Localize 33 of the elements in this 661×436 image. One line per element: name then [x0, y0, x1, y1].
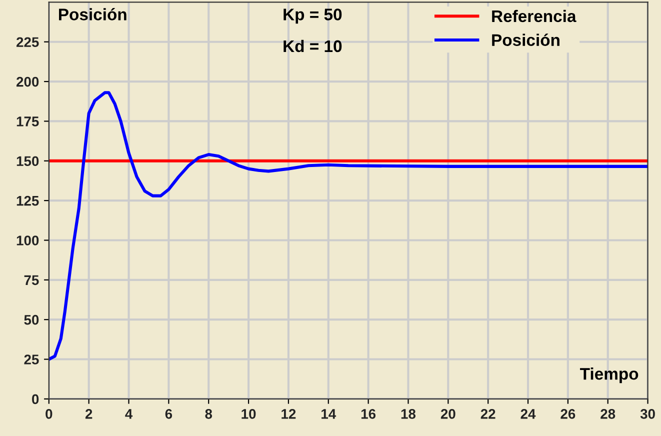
x-tick-label: 2 [85, 409, 92, 419]
annotation: Kd = 10 [284, 40, 342, 52]
x-tick-label: 16 [361, 409, 376, 419]
x-tick-label: 26 [560, 409, 576, 419]
x-tick-label: 22 [480, 409, 496, 419]
x-tick-label: 20 [440, 409, 456, 419]
y-tick-label: 175 [16, 116, 39, 126]
x-tick-label: 28 [600, 409, 616, 419]
legend-label: Referencia [492, 10, 576, 22]
legend-label: Posición [492, 34, 560, 46]
y-tick-label: 100 [16, 236, 39, 246]
y-tick-label: 150 [16, 156, 39, 166]
x-tick-label: 30 [640, 409, 655, 419]
y-tick-label: 225 [16, 37, 39, 48]
x-tick-label: 8 [205, 409, 212, 419]
x-tick-label: 24 [520, 409, 536, 419]
annotation: Kp = 50 [284, 8, 342, 24]
y-tick-label: 0 [32, 394, 39, 404]
x-tick-label: 6 [165, 409, 172, 419]
x-tick-label: 10 [242, 409, 256, 419]
x-tick-label: 0 [46, 409, 52, 419]
x-tick-label: 18 [401, 409, 416, 419]
y-tick-label: 125 [16, 196, 39, 206]
y-tick-label: 25 [24, 354, 39, 364]
line-series [48, 91, 648, 361]
x-tick-label: 14 [322, 409, 336, 419]
x-axis-title: Tiempo [580, 368, 638, 384]
y-tick-label: 200 [16, 76, 39, 87]
x-tick-label: 4 [125, 409, 133, 419]
x-tick-label: 12 [282, 409, 296, 419]
y-tick-label: 50 [24, 314, 39, 325]
y-axis-title: Posición [59, 8, 126, 20]
y-tick-label: 75 [24, 275, 39, 286]
